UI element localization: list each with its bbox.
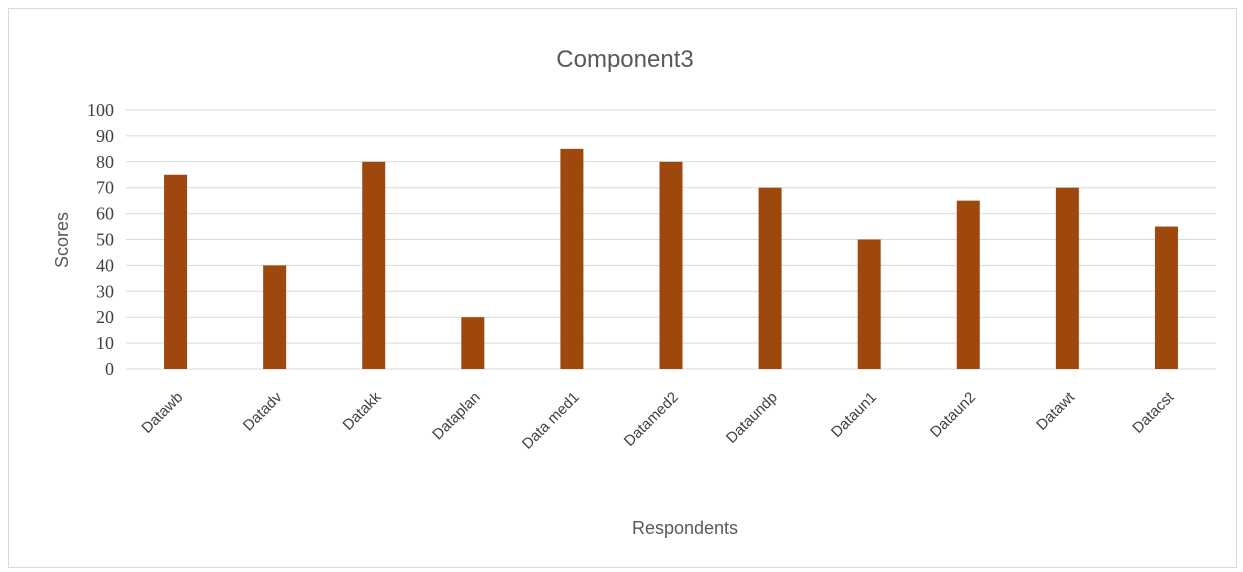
y-tick-label: 30 <box>96 281 114 301</box>
chart-frame <box>8 8 1237 568</box>
y-axis-ticks: 0 10 20 30 40 50 60 70 80 90 100 <box>87 100 114 379</box>
bar-datacst <box>1154 226 1178 369</box>
y-tick-label: 90 <box>96 126 114 146</box>
x-category-label: Datadv <box>240 388 286 434</box>
x-category-label: Datawt <box>1033 388 1079 434</box>
y-tick-label: 80 <box>96 152 114 172</box>
x-category-label: Data med1 <box>519 389 583 453</box>
bar-data-med1 <box>560 148 584 369</box>
bar-dataundp <box>758 187 782 369</box>
y-tick-label: 20 <box>96 307 114 327</box>
y-tick-label: 10 <box>96 333 114 353</box>
bar-datadv <box>263 265 287 369</box>
bar-datakk <box>362 161 386 369</box>
bar-datawt <box>1055 187 1079 369</box>
y-tick-label: 40 <box>96 255 114 275</box>
bar-dataun2 <box>956 200 980 369</box>
bar-dataun1 <box>857 239 881 369</box>
x-axis-label: Respondents <box>632 518 738 538</box>
bar-datamed2 <box>659 161 683 369</box>
x-category-label: Dataun1 <box>828 389 880 441</box>
bar-datawb <box>164 174 188 369</box>
bar-dataplan <box>461 317 485 369</box>
x-category-label: Dataun2 <box>927 389 979 441</box>
y-tick-label: 50 <box>96 230 114 250</box>
bars <box>164 148 1178 369</box>
x-axis-category-labels: Datawb Datadv Datakk Dataplan Data med1 Datam… <box>138 388 1177 452</box>
x-category-label: Datacst <box>1129 388 1178 437</box>
x-category-label: Dataplan <box>429 389 483 443</box>
x-category-label: Dataundp <box>723 389 781 447</box>
y-axis-label: Scores <box>52 212 72 268</box>
y-tick-label: 60 <box>96 204 114 224</box>
y-tick-label: 100 <box>87 100 114 120</box>
y-tick-label: 0 <box>105 359 114 379</box>
x-category-label: Datawb <box>138 389 186 437</box>
y-tick-label: 70 <box>96 178 114 198</box>
x-category-label: Datamed2 <box>621 389 682 450</box>
chart-title: Component3 <box>556 46 693 73</box>
x-category-label: Datakk <box>340 388 385 433</box>
